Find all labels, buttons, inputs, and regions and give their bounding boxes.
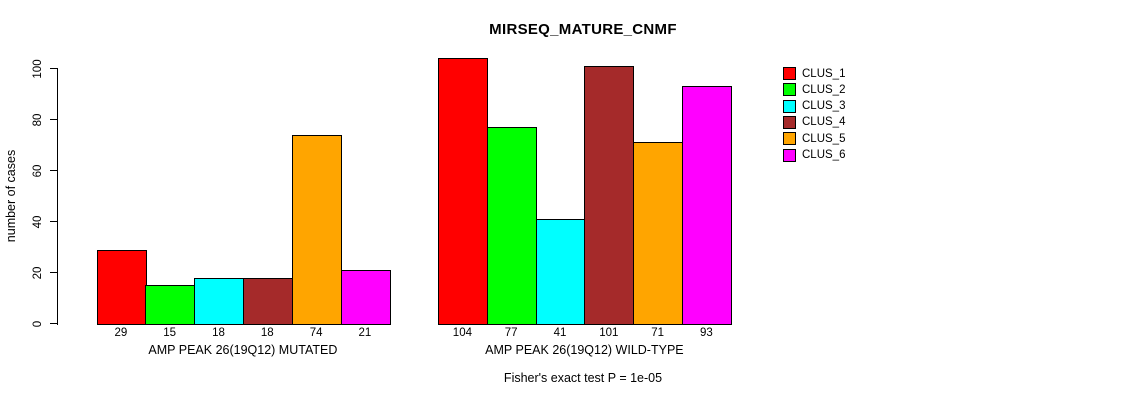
legend-swatch-clus_6 (783, 148, 796, 162)
y-axis-tick-label: 40 (32, 215, 44, 228)
chart-title: MIRSEQ_MATURE_CNMF (489, 21, 677, 38)
bar-value-label: 77 (504, 327, 518, 339)
legend-label: CLUS_6 (802, 149, 846, 161)
bar-clus_1 (96, 249, 147, 325)
bar-clus_6 (340, 269, 391, 325)
legend-item: CLUS_1 (783, 67, 845, 80)
y-axis-tick (49, 169, 58, 172)
legend-label: CLUS_1 (802, 67, 846, 80)
bar-clus_3 (194, 277, 245, 325)
legend-swatch-clus_5 (783, 132, 796, 146)
bar-value-label: 15 (163, 327, 177, 339)
bar-value-label: 41 (553, 327, 567, 339)
bar-value-label: 104 (452, 327, 472, 339)
legend-label: CLUS_5 (802, 132, 846, 145)
y-axis-line (56, 68, 58, 325)
y-axis-tick-label: 60 (32, 164, 44, 177)
x-axis-group-label: AMP PEAK 26(19Q12) WILD-TYPE (485, 343, 684, 357)
legend-swatch-clus_2 (783, 83, 796, 97)
bar-clus_4 (584, 65, 635, 325)
bar-value-label: 18 (260, 327, 274, 339)
y-axis-title: number of cases (4, 149, 18, 243)
bar-clus_6 (682, 86, 732, 325)
legend-item: CLUS_4 (783, 115, 846, 129)
bar-clus_5 (291, 134, 342, 325)
y-axis-tick (49, 271, 58, 274)
bar-clus_2 (145, 285, 196, 325)
legend-label: CLUS_3 (802, 100, 846, 113)
bar-clus_5 (633, 142, 684, 325)
bar-clus_1 (438, 58, 488, 325)
fisher-test-annotation: Fisher's exact test P = 1e-05 (503, 371, 663, 385)
legend-item: CLUS_3 (783, 99, 846, 113)
bar-value-label: 101 (599, 327, 619, 339)
y-axis-tick (49, 322, 58, 325)
bar-clus_3 (535, 218, 586, 325)
legend-item: CLUS_2 (783, 83, 846, 97)
bar-value-label: 29 (114, 327, 128, 339)
bar-clus_2 (486, 127, 537, 325)
legend-item: CLUS_6 (783, 148, 846, 162)
y-axis-tick-label: 80 (32, 113, 44, 126)
bar-value-label: 71 (651, 327, 664, 339)
legend-swatch-clus_4 (783, 115, 796, 129)
bar-clus_4 (242, 277, 293, 325)
y-axis-tick (49, 67, 58, 70)
legend-label: CLUS_2 (802, 83, 846, 96)
y-axis-tick-label: 0 (32, 320, 44, 327)
y-axis-tick-label: 20 (32, 266, 44, 279)
x-axis-group-label: AMP PEAK 26(19Q12) MUTATED (148, 343, 338, 357)
legend-swatch-clus_1 (783, 67, 796, 80)
legend-label: CLUS_4 (802, 116, 846, 129)
bar-value-label: 21 (358, 327, 372, 339)
bar-value-label: 74 (309, 327, 323, 339)
y-axis-tick-label: 100 (32, 58, 44, 79)
bar-value-label: 18 (212, 327, 225, 339)
bar-value-label: 93 (699, 327, 713, 339)
legend-swatch-clus_3 (783, 99, 796, 113)
y-axis-tick (49, 220, 58, 223)
legend-item: CLUS_5 (783, 132, 846, 146)
y-axis-tick (49, 118, 58, 121)
